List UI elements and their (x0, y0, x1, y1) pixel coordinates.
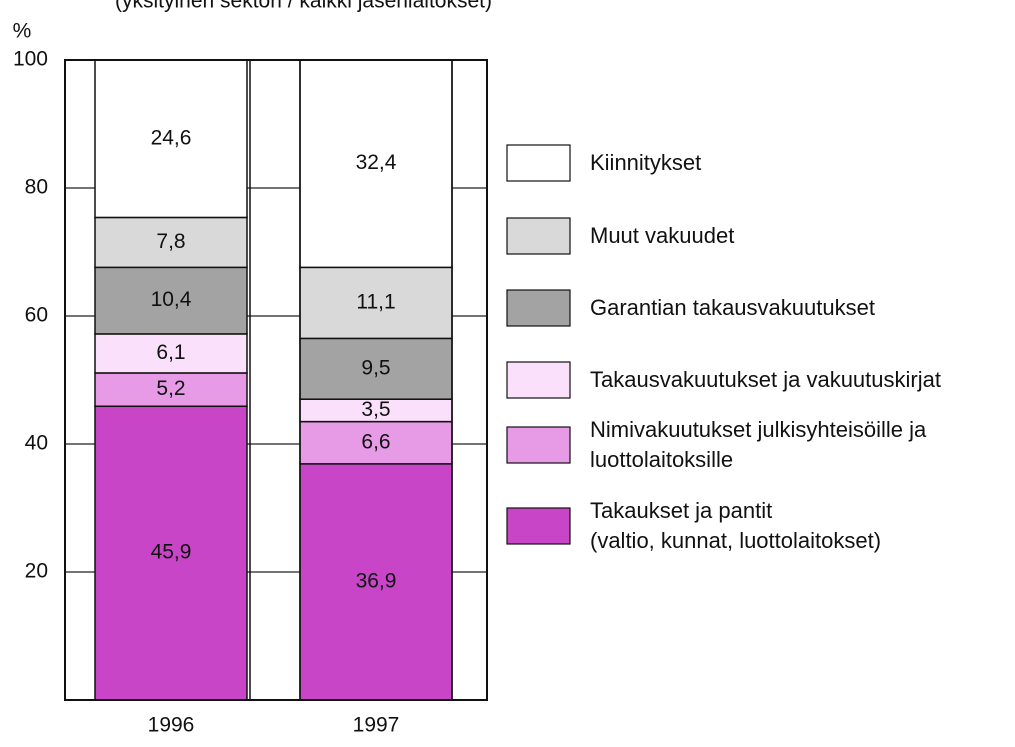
bar-segment (299, 59, 453, 269)
x-tick-label: 1996 (148, 714, 195, 737)
data-label: 6,1 (156, 341, 185, 364)
x-tick-label: 1997 (353, 714, 400, 737)
legend-swatch (506, 426, 571, 464)
data-label: 6,6 (361, 430, 390, 453)
data-label: 3,5 (361, 398, 390, 421)
y-tick-label: 100 (13, 48, 48, 71)
data-label: 5,2 (156, 377, 185, 400)
y-axis-label: % (13, 20, 32, 43)
bar-segment (299, 266, 453, 340)
bar-segment (94, 266, 248, 335)
data-label: 7,8 (156, 230, 185, 253)
legend-swatch (506, 217, 571, 255)
bar-segment (94, 333, 248, 374)
legend-swatch (506, 144, 571, 182)
bar-segment (94, 216, 248, 269)
bar-segment (94, 372, 248, 407)
data-label: 10,4 (151, 288, 192, 311)
bar-segment (299, 463, 453, 701)
legend-label: Garantian takausvakuutukset (590, 295, 875, 320)
legend-swatch (506, 289, 571, 327)
data-label: 11,1 (356, 290, 395, 313)
data-label: 9,5 (361, 356, 390, 379)
y-tick-label: 20 (25, 560, 48, 583)
legend-label: Takausvakuutukset ja vakuutuskirjat (590, 367, 941, 392)
legend-label: Muut vakuudet (590, 223, 735, 248)
data-label: 24,6 (151, 126, 192, 149)
legend-label: Nimivakuutukset julkisyhteisöille ja luo… (590, 417, 927, 472)
legend-label: Takaukset ja pantit (valtio, kunnat, luo… (590, 498, 882, 553)
data-label: 32,4 (356, 151, 397, 174)
chart-subtitle: (yksityinen sektori / kaikki jäsenlaitok… (115, 0, 492, 13)
bar-segment (94, 405, 248, 701)
y-tick-label: 40 (25, 432, 48, 455)
legend-swatch (506, 361, 571, 399)
legend-label: Kiinnitykset (590, 150, 702, 175)
y-tick-label: 80 (25, 176, 48, 199)
plot-frame (64, 59, 488, 701)
data-label: 36,9 (356, 569, 397, 592)
data-label: 45,9 (151, 541, 192, 564)
legend-swatch (506, 507, 571, 545)
y-tick-label: 60 (25, 304, 48, 327)
